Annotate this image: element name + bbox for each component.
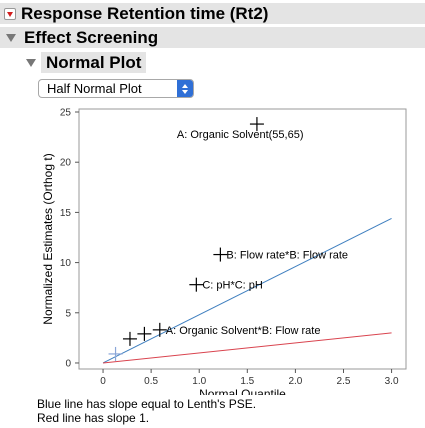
- data-point: C: pH*C: pH: [189, 277, 263, 292]
- x-tick-label: 0: [100, 376, 106, 387]
- x-tick-label: 2.0: [288, 376, 302, 387]
- red-line-note: Red line has slope 1.: [37, 411, 150, 425]
- data-point-label: A: Organic Solvent(55,65): [177, 129, 304, 141]
- x-axis-label: Normal Quantile: [199, 387, 286, 395]
- data-point: [137, 326, 152, 341]
- normal-plot-header[interactable]: Normal Plot: [20, 52, 425, 73]
- normal-plot-title: Normal Plot: [41, 52, 147, 73]
- y-tick-label: 20: [60, 158, 72, 169]
- blue-line-note: Blue line has slope equal to Lenth's PSE…: [37, 397, 257, 411]
- data-point-label: B: Flow rate*B: Flow rate: [226, 250, 348, 262]
- reference-line: [102, 332, 392, 364]
- x-tick-label: 3.0: [385, 376, 399, 387]
- x-tick-label: 2.5: [337, 376, 351, 387]
- data-point: [108, 346, 123, 361]
- plot-type-select[interactable]: Half Normal Plot: [38, 79, 194, 98]
- x-tick-label: 1.5: [240, 376, 254, 387]
- x-tick-label: 1.0: [192, 376, 206, 387]
- data-point: B: Flow rate*B: Flow rate: [213, 247, 348, 262]
- select-stepper-icon[interactable]: [177, 80, 193, 97]
- response-title: Response Retention time (Rt2): [21, 3, 269, 23]
- x-tick-label: 0.5: [144, 376, 158, 387]
- data-point-label: A: Organic Solvent*B: Flow rate: [166, 325, 321, 337]
- effect-screening-title: Effect Screening: [24, 27, 159, 47]
- y-tick-label: 5: [65, 308, 71, 319]
- data-point: [122, 331, 137, 346]
- y-axis-label: Normalized Estimates (Orthog t): [41, 153, 55, 324]
- disclosure-triangle-icon[interactable]: [6, 33, 16, 42]
- y-tick-label: 0: [65, 358, 71, 369]
- effect-screening-header[interactable]: Effect Screening: [0, 27, 425, 48]
- disclosure-triangle-icon[interactable]: [26, 58, 36, 67]
- plot-type-value: Half Normal Plot: [47, 81, 142, 96]
- reference-line: [102, 217, 392, 364]
- y-tick-label: 10: [60, 258, 72, 269]
- red-triangle-menu-icon[interactable]: [4, 7, 16, 20]
- y-tick-label: 15: [60, 208, 72, 219]
- data-point: A: Organic Solvent(55,65): [177, 117, 304, 141]
- y-tick-label: 25: [60, 108, 72, 119]
- half-normal-plot: 0 0.5 1.0 1.5 2.0 2.5 3.0 0 5 10 15 20 25 Normal Quan…: [41, 108, 407, 395]
- response-retention-time-header[interactable]: Response Retention time (Rt2): [0, 3, 425, 24]
- data-point: A: Organic Solvent*B: Flow rate: [152, 322, 321, 337]
- data-point-label: C: pH*C: pH: [202, 280, 263, 292]
